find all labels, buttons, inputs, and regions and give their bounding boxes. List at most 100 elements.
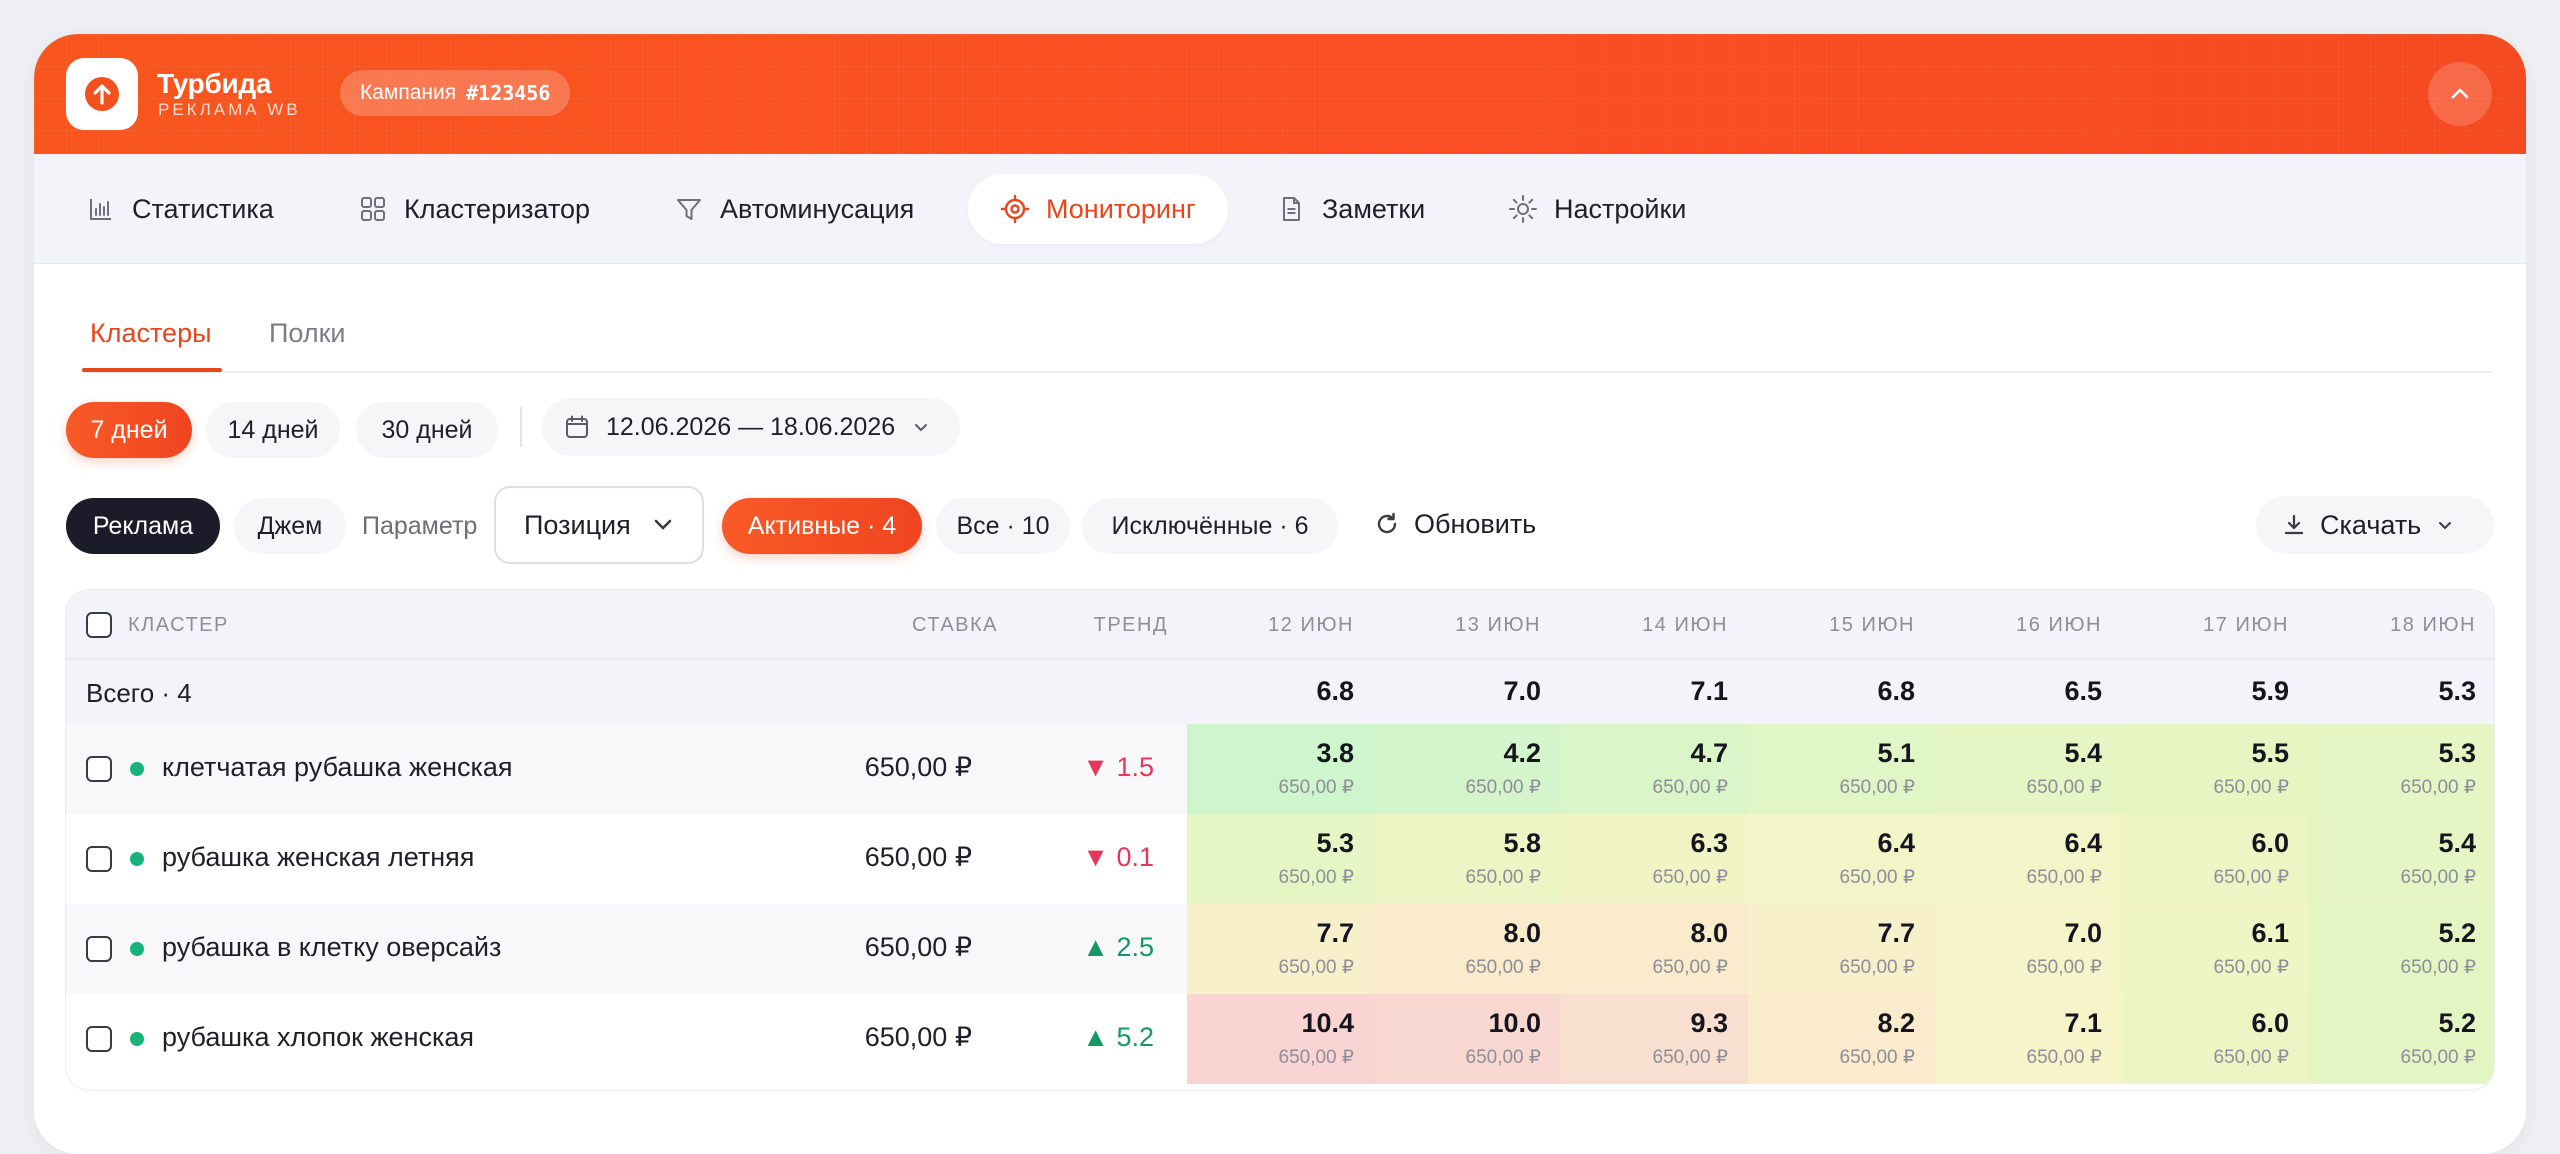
total-day-value: 5.3 (2438, 676, 2476, 706)
position-cell[interactable]: 5.5 650,00 ₽ (2122, 724, 2309, 814)
position-value: 7.7 (1877, 918, 1915, 948)
download-button[interactable]: Скачать (2256, 496, 2494, 554)
position-cell[interactable]: 6.1 650,00 ₽ (2122, 904, 2309, 994)
bid-value: 650,00 ₽ (2400, 867, 2476, 888)
position-cell[interactable]: 7.0 650,00 ₽ (1935, 904, 2122, 994)
row-checkbox[interactable] (86, 936, 112, 962)
bid-value: 650,00 ₽ (2400, 777, 2476, 798)
period-14-days[interactable]: 14 дней (206, 402, 340, 458)
nav-label: Настройки (1554, 193, 1687, 224)
position-value: 9.3 (1690, 1008, 1728, 1038)
filter-icon (674, 194, 704, 224)
source-ads[interactable]: Реклама (66, 498, 220, 554)
nav-item-settings[interactable]: Настройки (1508, 174, 1686, 244)
bid-value: 650,00 ₽ (2400, 1047, 2476, 1068)
col-day[interactable]: 15 ИЮН (1829, 614, 1915, 636)
table-row[interactable]: клетчатая рубашка женская 650,00 ₽ ▼ 1.5 3.… (66, 724, 2494, 814)
nav-item-notes[interactable]: Заметки (1276, 174, 1425, 244)
cluster-rate[interactable]: 650,00 ₽ (864, 932, 972, 962)
position-cell[interactable]: 5.3 650,00 ₽ (2309, 724, 2494, 814)
position-value: 6.3 (1690, 828, 1728, 858)
status-active[interactable]: Активные · 4 (722, 498, 922, 554)
cluster-rate[interactable]: 650,00 ₽ (864, 752, 972, 782)
position-cell[interactable]: 5.4 650,00 ₽ (1935, 724, 2122, 814)
bid-value: 650,00 ₽ (2026, 1047, 2102, 1068)
bid-value: 650,00 ₽ (2026, 957, 2102, 978)
table-row[interactable]: рубашка женская летняя 650,00 ₽ ▼ 0.1 5.3 65… (66, 814, 2494, 904)
position-cell[interactable]: 8.2 650,00 ₽ (1748, 994, 1935, 1084)
position-cell[interactable]: 5.8 650,00 ₽ (1374, 814, 1561, 904)
col-trend[interactable]: ТРЕНД (1093, 614, 1168, 636)
col-day[interactable]: 13 ИЮН (1455, 614, 1541, 636)
cluster-rate[interactable]: 650,00 ₽ (864, 1022, 972, 1052)
position-cell[interactable]: 5.2 650,00 ₽ (2309, 904, 2494, 994)
bid-value: 650,00 ₽ (1652, 867, 1728, 888)
position-value: 7.7 (1316, 918, 1354, 948)
bid-value: 650,00 ₽ (1278, 1047, 1354, 1068)
nav-item-statistics[interactable]: Статистика (86, 174, 274, 244)
bid-value: 650,00 ₽ (1278, 957, 1354, 978)
position-cell[interactable]: 8.0 650,00 ₽ (1561, 904, 1748, 994)
position-cell[interactable]: 4.7 650,00 ₽ (1561, 724, 1748, 814)
period-7-days[interactable]: 7 дней (66, 402, 192, 458)
position-cell[interactable]: 6.3 650,00 ₽ (1561, 814, 1748, 904)
tab-shelves[interactable]: Полки (269, 318, 346, 348)
position-cell[interactable]: 5.4 650,00 ₽ (2309, 814, 2494, 904)
total-day-value: 7.1 (1690, 676, 1728, 706)
header: Турбида РЕКЛАМА WB Кампания #123456 (34, 34, 2526, 154)
status-excluded[interactable]: Исключённые · 6 (1082, 498, 1338, 554)
position-value: 5.8 (1503, 828, 1541, 858)
status-dot (130, 1032, 144, 1046)
position-cell[interactable]: 9.3 650,00 ₽ (1561, 994, 1748, 1084)
position-cell[interactable]: 5.1 650,00 ₽ (1748, 724, 1935, 814)
position-cell[interactable]: 4.2 650,00 ₽ (1374, 724, 1561, 814)
select-all-checkbox[interactable] (86, 612, 112, 638)
refresh-button[interactable]: Обновить (1374, 496, 1536, 552)
position-value: 6.1 (2251, 918, 2289, 948)
row-checkbox[interactable] (86, 756, 112, 782)
position-value: 10.0 (1488, 1008, 1541, 1038)
row-checkbox[interactable] (86, 1026, 112, 1052)
position-cell[interactable]: 5.2 650,00 ₽ (2309, 994, 2494, 1084)
bid-value: 650,00 ₽ (1465, 777, 1541, 798)
nav-item-monitoring[interactable]: Мониторинг (968, 174, 1228, 244)
position-cell[interactable]: 7.7 650,00 ₽ (1748, 904, 1935, 994)
position-cell[interactable]: 6.4 650,00 ₽ (1748, 814, 1935, 904)
campaign-id: #123456 (466, 81, 551, 105)
position-cell[interactable]: 6.0 650,00 ₽ (2122, 994, 2309, 1084)
source-jam[interactable]: Джем (234, 498, 346, 554)
position-cell[interactable]: 7.7 650,00 ₽ (1187, 904, 1374, 994)
position-cell[interactable]: 8.0 650,00 ₽ (1374, 904, 1561, 994)
nav-item-autominus[interactable]: Автоминусация (674, 174, 914, 244)
position-cell[interactable]: 7.1 650,00 ₽ (1935, 994, 2122, 1084)
col-cluster[interactable]: КЛАСТЕР (128, 614, 229, 636)
position-cell[interactable]: 6.4 650,00 ₽ (1935, 814, 2122, 904)
col-day[interactable]: 12 ИЮН (1268, 614, 1354, 636)
table-row[interactable]: рубашка в клетку оверсайз 650,00 ₽ ▲ 2.5 7.… (66, 904, 2494, 994)
position-cell[interactable]: 10.4 650,00 ₽ (1187, 994, 1374, 1084)
chevron-up-icon (2451, 88, 2469, 99)
col-rate[interactable]: СТАВКА (911, 614, 998, 636)
position-cell[interactable]: 5.3 650,00 ₽ (1187, 814, 1374, 904)
table-row[interactable]: рубашка хлопок женская 650,00 ₽ ▲ 5.2 10.4 6… (66, 994, 2494, 1084)
period-30-days[interactable]: 30 дней (356, 402, 498, 458)
param-select[interactable]: Позиция (494, 486, 704, 564)
col-day[interactable]: 16 ИЮН (2016, 614, 2102, 636)
date-range-picker[interactable]: 12.06.2026 — 18.06.2026 (542, 398, 960, 456)
bid-value: 650,00 ₽ (2213, 1047, 2289, 1068)
cluster-rate[interactable]: 650,00 ₽ (864, 842, 972, 872)
collapse-button[interactable] (2428, 62, 2492, 126)
bid-value: 650,00 ₽ (1465, 1047, 1541, 1068)
row-checkbox[interactable] (86, 846, 112, 872)
position-cell[interactable]: 6.0 650,00 ₽ (2122, 814, 2309, 904)
position-cell[interactable]: 3.8 650,00 ₽ (1187, 724, 1374, 814)
nav-item-clusterizer[interactable]: Кластеризатор (358, 174, 590, 244)
col-day[interactable]: 18 ИЮН (2390, 614, 2476, 636)
campaign-label: Кампания (360, 81, 457, 104)
bid-value: 650,00 ₽ (1278, 777, 1354, 798)
status-all[interactable]: Все · 10 (936, 498, 1070, 554)
tab-clusters[interactable]: Кластеры (90, 318, 212, 348)
col-day[interactable]: 14 ИЮН (1642, 614, 1728, 636)
col-day[interactable]: 17 ИЮН (2203, 614, 2289, 636)
position-cell[interactable]: 10.0 650,00 ₽ (1374, 994, 1561, 1084)
